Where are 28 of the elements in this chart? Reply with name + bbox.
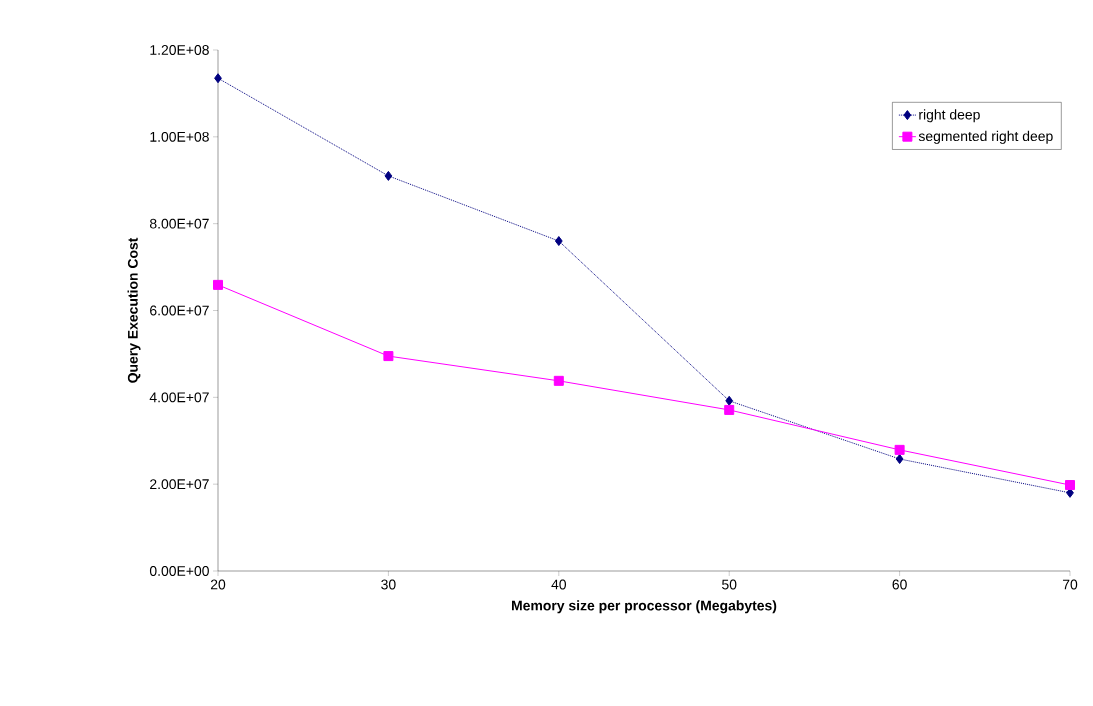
y-tick-label: 8.00E+07: [149, 218, 209, 229]
point: [724, 404, 735, 415]
point: [725, 395, 734, 406]
point: [894, 444, 905, 455]
x-tick-label: 40: [551, 579, 567, 590]
y-tick-label: 6.00E+07: [150, 305, 209, 316]
point: [1065, 480, 1076, 491]
legend-label: segmented right deep: [918, 130, 1053, 144]
point: [214, 73, 222, 84]
point: [895, 453, 904, 464]
legend-label: right deep: [919, 109, 980, 123]
x-axis-title: Memory size per processor (Megabytes): [512, 600, 777, 614]
y-tick-label: 0.00E+00: [149, 566, 209, 576]
y-axis-title: Query Execution Cost: [127, 237, 141, 383]
x-tick-label: 30: [381, 579, 396, 590]
y-tick-label: 4.00E+07: [149, 392, 209, 403]
point: [554, 236, 563, 247]
point: [384, 170, 393, 181]
point: [553, 375, 564, 386]
y-tick-label: 2.00E+07: [150, 479, 209, 490]
x-tick-label: 50: [722, 579, 737, 590]
y-tick-label: 1.20E+08: [150, 45, 209, 55]
point: [213, 279, 223, 290]
x-tick-label: 20: [210, 579, 226, 590]
x-tick-label: 70: [1062, 579, 1078, 590]
y-tick-label: 1.00E+08: [150, 131, 209, 142]
point: [383, 351, 394, 362]
x-tick-label: 60: [892, 579, 907, 590]
